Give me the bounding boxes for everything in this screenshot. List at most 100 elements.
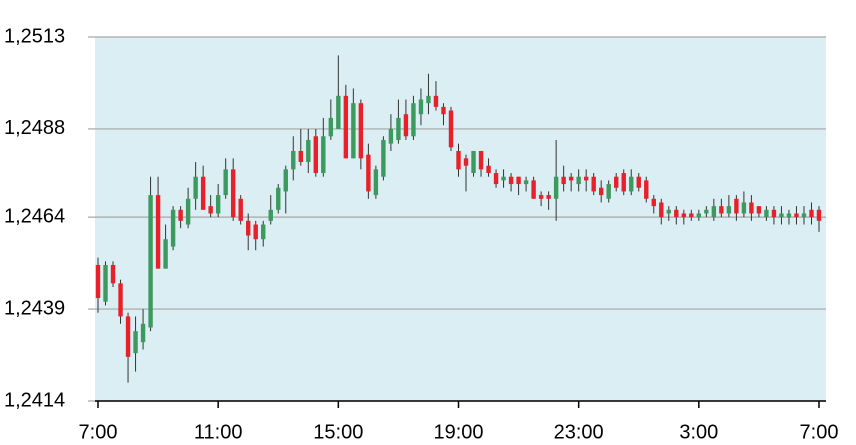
candle-body (291, 150, 296, 170)
candle-body (103, 264, 108, 302)
candle-body (381, 139, 386, 177)
candle-body (95, 264, 101, 299)
candle-body (636, 176, 641, 188)
candle-body (508, 176, 514, 185)
candle-body (576, 176, 581, 185)
candle-body (809, 209, 814, 218)
candle-body (463, 158, 469, 166)
candle-body (110, 264, 116, 284)
candle-body (614, 176, 619, 188)
candle-body (606, 184, 611, 199)
candle-body (298, 150, 303, 163)
candle-body (230, 169, 236, 218)
candle-body (178, 209, 183, 221)
candle-body (238, 198, 243, 221)
candle-body (816, 209, 822, 221)
candle-body (501, 176, 506, 181)
candle-body (786, 213, 792, 218)
candle-body (411, 103, 416, 137)
candle-body (719, 206, 724, 214)
candle-body (659, 202, 664, 218)
candle-body (486, 165, 491, 174)
candle-body (268, 209, 273, 221)
candle-body (644, 180, 649, 199)
candle-body (681, 213, 687, 218)
candle-body (629, 176, 634, 192)
candle-body (208, 206, 213, 214)
candle-body (531, 180, 536, 199)
candle-body (155, 195, 161, 269)
candle-body (764, 209, 769, 218)
candle-body (223, 169, 228, 196)
candle-body (711, 206, 717, 218)
candle-body (170, 209, 176, 247)
candle-body (696, 213, 702, 218)
y-tick-label: 1,2488 (4, 117, 65, 139)
candle-body (704, 209, 709, 214)
y-tick-label: 1,2439 (4, 297, 65, 319)
x-tick-label: 11:00 (194, 421, 243, 443)
candle-body (456, 150, 461, 170)
candle-body (666, 209, 671, 214)
candle-body (568, 176, 574, 181)
candle-body (651, 198, 656, 207)
candle-body (493, 173, 499, 185)
candle-body (674, 209, 679, 218)
candle-body (306, 139, 311, 163)
candle-body (373, 169, 379, 196)
candle-body (426, 95, 431, 104)
candle-body (546, 195, 551, 199)
candle-body (163, 239, 168, 269)
candle-body (276, 187, 281, 210)
plot-area (95, 37, 826, 401)
y-tick-label: 1,2513 (4, 25, 65, 47)
candle-body (726, 206, 732, 214)
candle-body (140, 323, 146, 343)
candle-body (523, 180, 529, 185)
candle-body (148, 195, 153, 328)
candle-body (621, 173, 626, 192)
candle-body (756, 206, 762, 214)
candle-body (448, 110, 454, 148)
candle-body (321, 136, 326, 174)
candle-body (193, 176, 198, 199)
candle-body (794, 213, 799, 218)
x-tick-label: 3:00 (679, 421, 718, 443)
candle-body (343, 95, 349, 159)
candle-body (283, 169, 288, 192)
candle-body (516, 176, 521, 185)
candle-body (118, 283, 123, 317)
candle-body (433, 95, 439, 107)
candle-body (396, 117, 401, 140)
y-tick-label: 1,2414 (4, 389, 65, 411)
x-tick-label: 15:00 (313, 421, 363, 443)
candle-body (253, 224, 258, 240)
candle-body (749, 202, 754, 214)
x-tick-label: 19:00 (433, 421, 483, 443)
candle-body (125, 316, 131, 357)
candle-body (261, 224, 266, 240)
candle-body (215, 195, 221, 214)
candle-body (246, 220, 251, 236)
candle-body (358, 103, 364, 159)
candle-body (478, 150, 484, 170)
candle-body (200, 176, 206, 210)
candle-body (591, 176, 596, 192)
candle-body (598, 187, 604, 196)
candle-body (418, 99, 424, 115)
candle-body (771, 209, 777, 218)
candle-body (351, 103, 356, 159)
candle-body (388, 128, 394, 144)
candle-body (538, 195, 544, 199)
candle-body (133, 331, 138, 354)
candle-body (471, 150, 476, 174)
candle-body (441, 106, 446, 115)
candle-body (741, 202, 747, 214)
candle-body (734, 198, 739, 214)
candle-body (185, 198, 191, 225)
candle-body (689, 213, 694, 218)
x-tick-label: 7:00 (79, 421, 118, 443)
x-tick-label: 7:00 (800, 421, 839, 443)
x-tick-label: 23:00 (554, 421, 604, 443)
candle-body (366, 154, 371, 192)
